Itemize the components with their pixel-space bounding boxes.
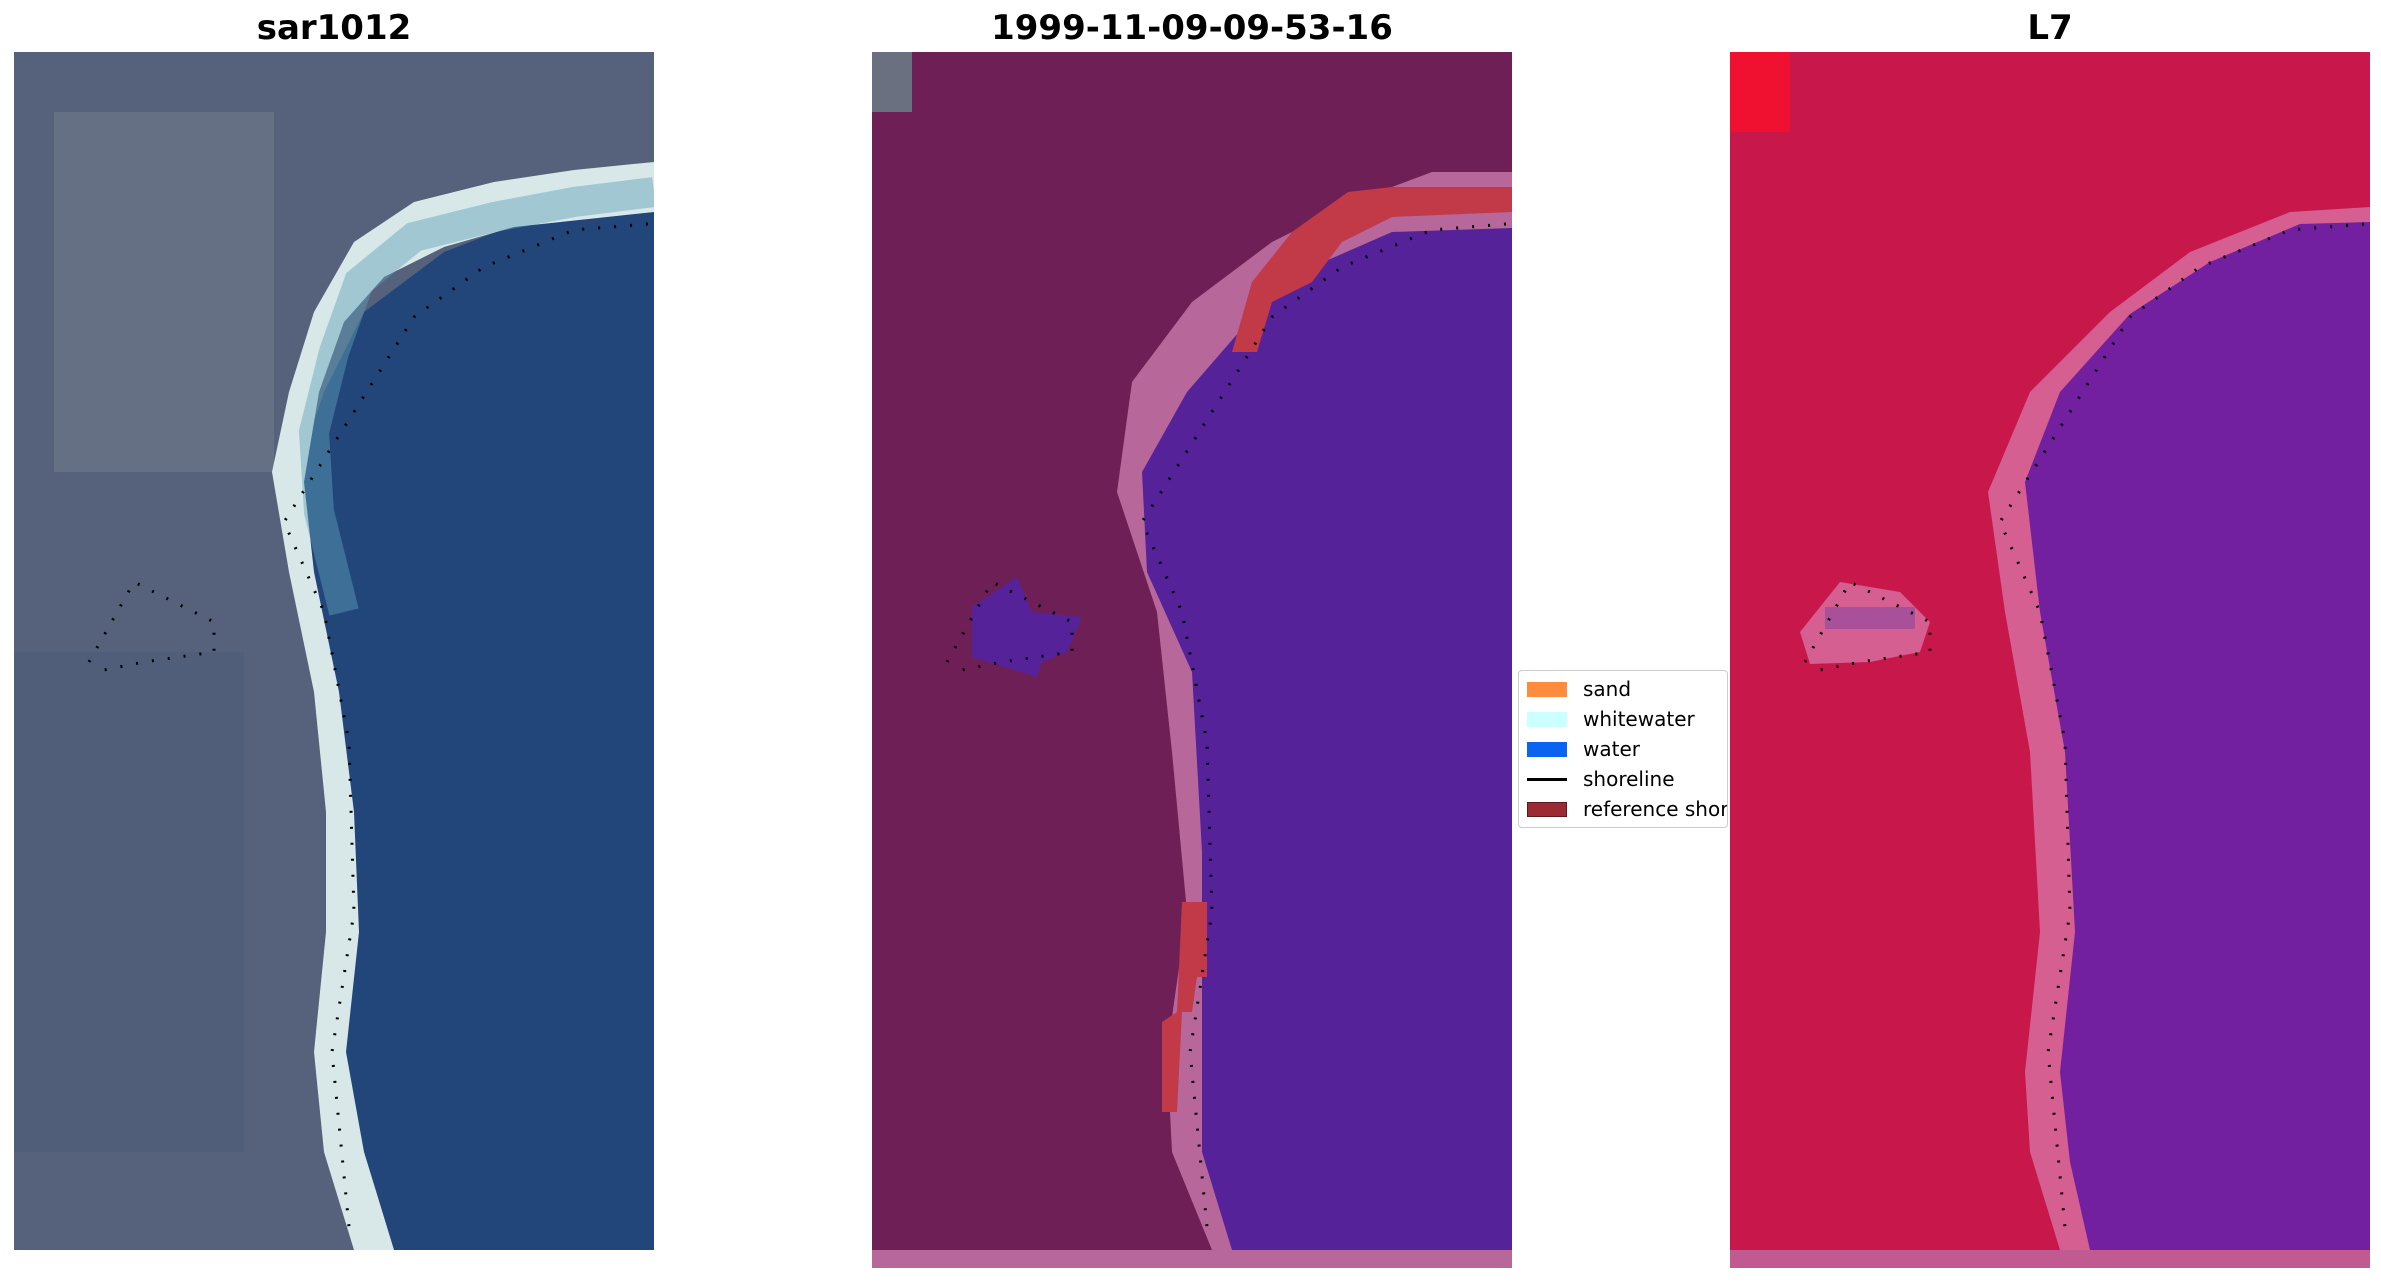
legend-label-shoreline: shoreline: [1583, 767, 1675, 791]
legend-item-whitewater: whitewater: [1527, 707, 1695, 731]
water-swatch: [1527, 741, 1567, 757]
legend-item-shoreline: shoreline: [1527, 767, 1675, 791]
whitewater-swatch: [1527, 711, 1567, 727]
legend-label-sand: sand: [1583, 677, 1632, 701]
legend-item-reference-shoreline: reference shoreline: [1527, 797, 1728, 821]
panel-title-rgb: sar1012: [256, 8, 412, 48]
index-image: [1730, 52, 2370, 1268]
legend-item-sand: sand: [1527, 677, 1631, 701]
shoreline-line-swatch: [1527, 777, 1567, 781]
sand-swatch: [1527, 681, 1567, 697]
legend-label-reference-shoreline: reference shoreline: [1583, 797, 1728, 821]
panel-title-index: L7: [2027, 8, 2073, 48]
rgb-satellite-image: [14, 52, 654, 1250]
legend-item-water: water: [1527, 737, 1640, 761]
legend-label-water: water: [1583, 737, 1640, 761]
legend: sand whitewater water shoreline referenc…: [1518, 670, 1728, 828]
reference-shoreline-swatch: [1527, 801, 1567, 817]
classification-image: [872, 52, 1512, 1268]
legend-label-whitewater: whitewater: [1583, 707, 1695, 731]
panel-title-classification: 1999-11-09-09-53-16: [991, 8, 1393, 48]
